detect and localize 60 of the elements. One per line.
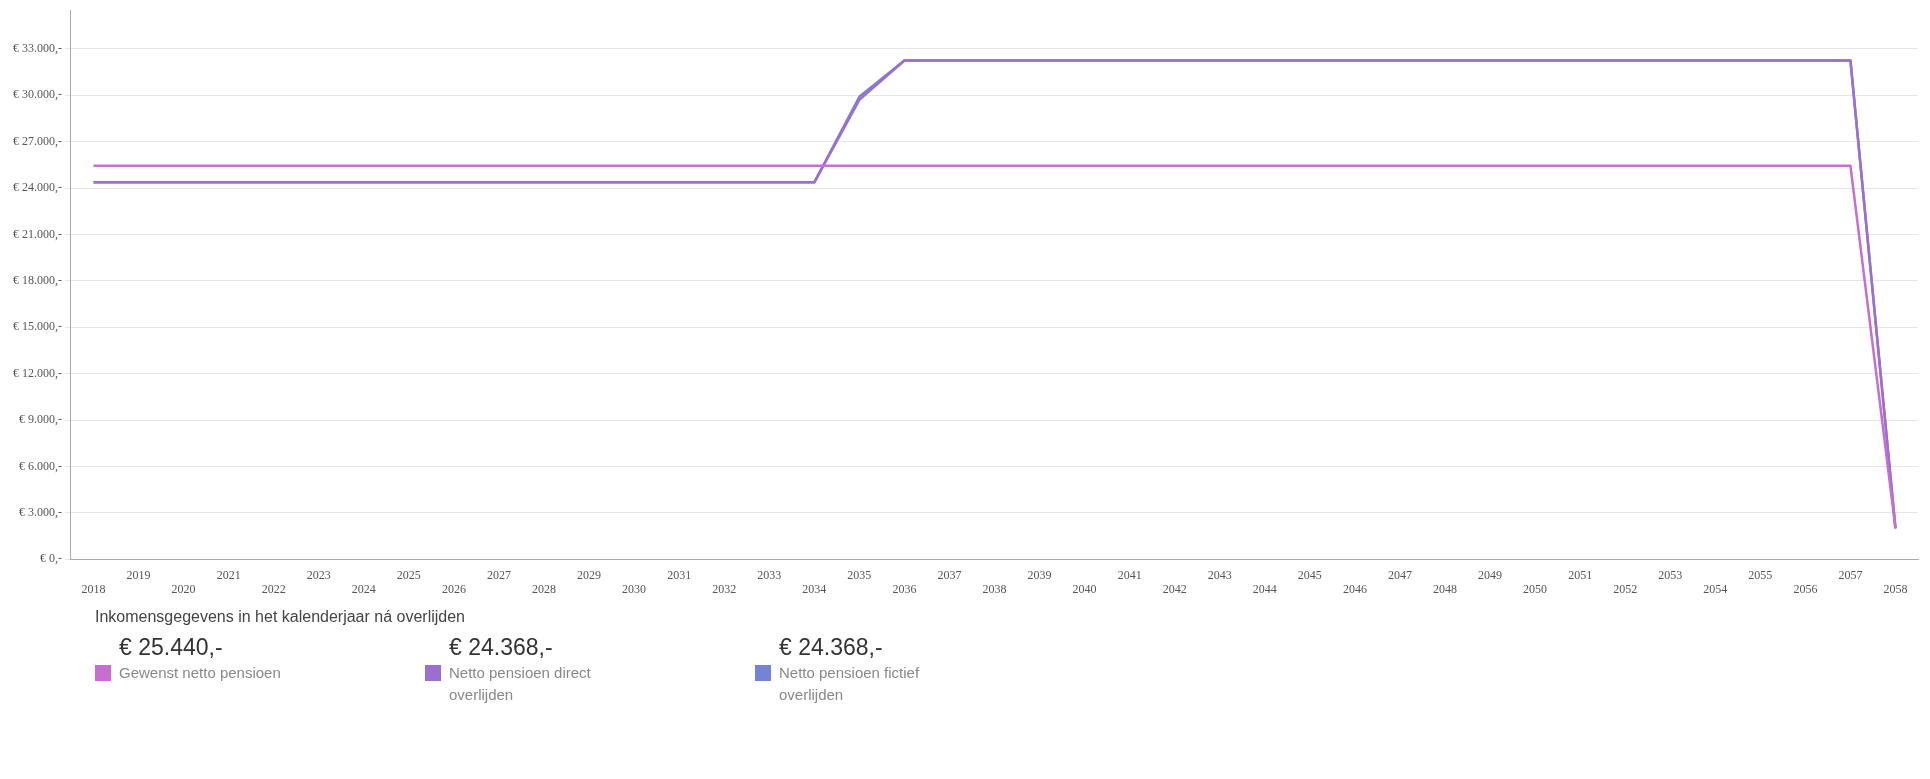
x-tick-label: 2041: [1117, 567, 1142, 582]
x-tick-label: 2034: [802, 581, 827, 596]
x-tick-label: 2018: [81, 581, 106, 596]
x-tick-label: 2022: [261, 581, 286, 596]
x-tick-label: 2023: [306, 567, 331, 582]
x-tick-label: 2033: [757, 567, 782, 582]
x-tick-label: 2035: [847, 567, 872, 582]
x-tick-label: 2047: [1387, 567, 1412, 582]
x-tick-label: 2052: [1613, 581, 1638, 596]
y-tick-label: € 12.000,-: [13, 365, 62, 380]
x-tick-label: 2026: [441, 581, 466, 596]
x-tick-label: 2044: [1252, 581, 1277, 596]
x-tick-label: 2021: [216, 567, 241, 582]
x-tick-label: 2040: [1072, 581, 1097, 596]
x-tick-label: 2027: [486, 567, 511, 582]
x-tick-label: 2056: [1793, 581, 1818, 596]
y-tick-label: € 15.000,-: [13, 319, 62, 334]
x-tick-label: 2050: [1523, 581, 1548, 596]
x-tick-label: 2046: [1342, 581, 1367, 596]
x-tick-label: 2054: [1703, 581, 1728, 596]
x-tick-label: 2031: [667, 567, 692, 582]
legend-label: Netto pensioen direct overlijden: [449, 663, 592, 705]
x-tick-label: 2053: [1658, 567, 1683, 582]
x-tick-label: 2048: [1432, 581, 1457, 596]
x-tick-label: 2045: [1297, 567, 1322, 582]
text: € 24.368,-: [449, 634, 554, 660]
y-tick-label: € 18.000,-: [13, 272, 62, 287]
y-tick-label: € 21.000,-: [13, 226, 62, 241]
x-tick-label: 2025: [396, 567, 421, 582]
x-tick-label: 2020: [171, 581, 196, 596]
x-tick-label: 2051: [1568, 567, 1593, 582]
legend-label: Gewenst netto pensioen: [119, 663, 282, 683]
x-tick-label: 2049: [1478, 567, 1503, 582]
text: € 25.440,-: [119, 634, 224, 660]
legend-label: Netto pensioen fictief overlijden: [779, 663, 921, 705]
x-tick-label: 2038: [982, 581, 1007, 596]
x-tick-label: 2024: [351, 581, 376, 596]
y-tick-label: € 9.000,-: [19, 412, 62, 427]
x-tick-label: 2055: [1748, 567, 1773, 582]
legend-title: Inkomensgegevens in het kalenderjaar ná overlijden: [95, 608, 466, 626]
x-tick-label: 2042: [1162, 581, 1187, 596]
x-tick-label: 2019: [126, 567, 151, 582]
x-tick-label: 2037: [937, 567, 962, 582]
x-tick-label: 2058: [1883, 581, 1908, 596]
x-tick-label: 2028: [532, 581, 557, 596]
x-tick-label: 2039: [1027, 567, 1052, 582]
y-tick-label: € 0,-: [40, 551, 62, 566]
x-tick-label: 2057: [1838, 567, 1863, 582]
x-tick-label: 2030: [622, 581, 647, 596]
x-tick-label: 2043: [1207, 567, 1232, 582]
x-tick-label: 2032: [712, 581, 737, 596]
x-tick-label: 2029: [577, 567, 602, 582]
x-tick-label: 2036: [892, 581, 917, 596]
y-tick-label: € 30.000,-: [13, 87, 62, 102]
y-tick-label: € 27.000,-: [13, 133, 62, 148]
y-tick-label: € 33.000,-: [13, 41, 62, 56]
y-tick-label: € 24.000,-: [13, 180, 62, 195]
y-tick-label: € 3.000,-: [19, 504, 62, 519]
text: € 24.368,-: [779, 634, 884, 660]
y-tick-label: € 6.000,-: [19, 458, 62, 473]
